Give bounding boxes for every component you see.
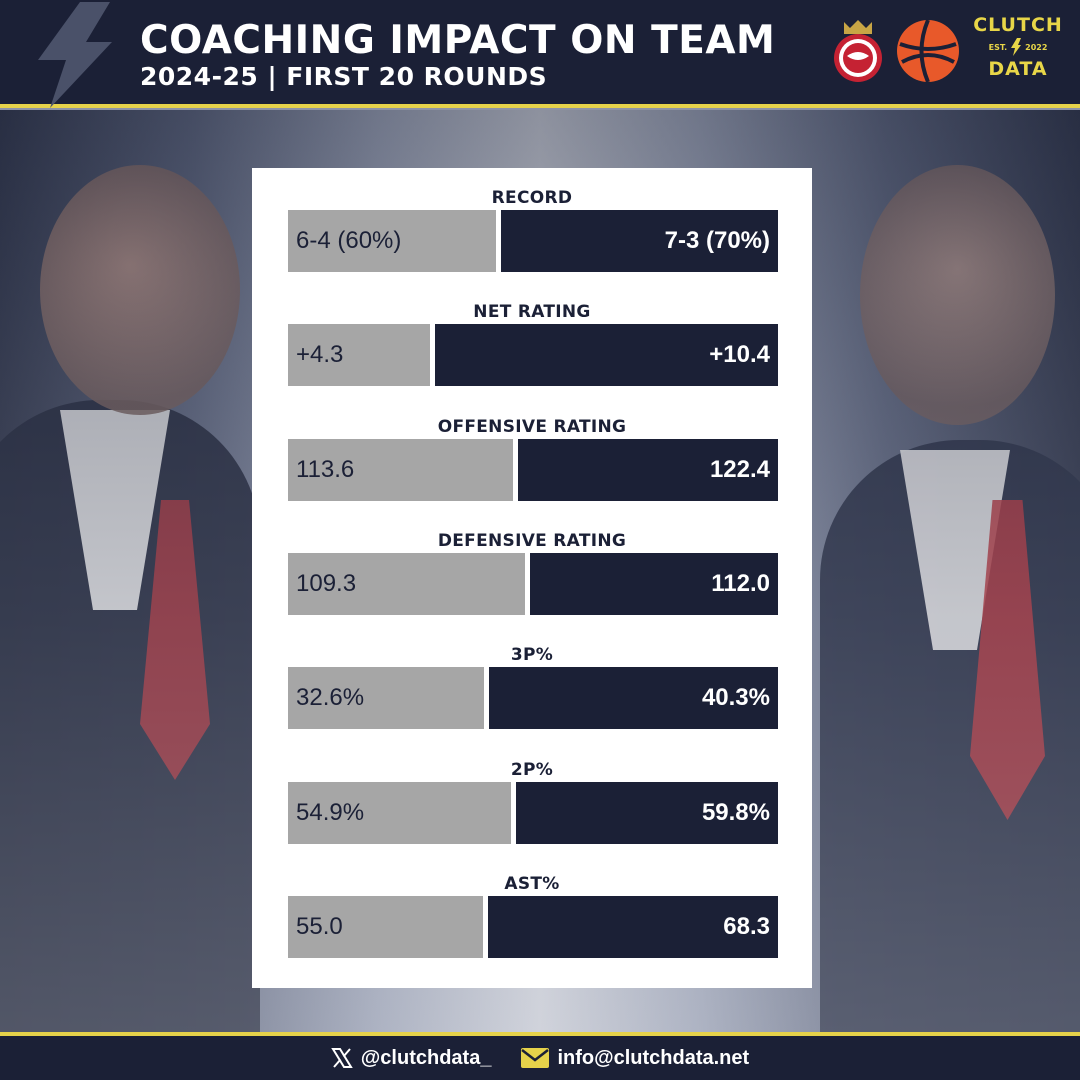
metric-label: NET RATING — [473, 302, 591, 323]
bar-left: +4.3 — [288, 324, 430, 387]
email-link[interactable]: info@clutchdata.net — [521, 1047, 749, 1070]
monaco-club-crest-icon — [834, 20, 882, 82]
bar-right: 7-3 (70%) — [501, 210, 778, 272]
x-logo-icon — [331, 1048, 353, 1068]
twitter-handle: @clutchdata_ — [360, 1046, 492, 1069]
footer-bar: @clutchdata_ info@clutchdata.net — [0, 1032, 1080, 1080]
coach-right-figure — [820, 110, 1080, 1032]
twitter-link[interactable]: @clutchdata_ — [331, 1046, 492, 1070]
bar-left: 6-4 (60%) — [288, 210, 496, 272]
brand-top-text: CLUTCH — [973, 14, 1063, 36]
page-title: COACHING IMPACT ON TEAM — [140, 18, 776, 63]
brand-year-text: 2022 — [1025, 42, 1048, 52]
metric-label: AST% — [504, 873, 560, 894]
coach-left-figure — [0, 110, 260, 1032]
email-address: info@clutchdata.net — [557, 1046, 750, 1069]
bar-right: 68.3 — [488, 895, 778, 958]
bar-left: 109.3 — [288, 552, 525, 615]
comparison-chart: RECORD 6-4 (60%) 7-3 (70%) NET RATING +4.3 +1… — [252, 168, 812, 988]
lightning-bolt-icon — [38, 2, 112, 108]
metric-label: RECORD — [491, 188, 573, 208]
metric-label: DEFENSIVE RATING — [437, 530, 627, 551]
metric-label: OFFENSIVE RATING — [437, 416, 627, 437]
metric-label: 3P% — [510, 645, 554, 666]
bar-left: 32.6% — [288, 667, 484, 730]
bar-right: 59.8% — [516, 781, 778, 844]
brand-bottom-text: DATA — [988, 58, 1048, 80]
bar-right: 122.4 — [518, 438, 778, 501]
clutch-data-logo: CLUTCH EST. 2022 DATA — [972, 14, 1064, 94]
bar-right: 112.0 — [530, 552, 778, 615]
bar-right: 40.3% — [489, 667, 778, 730]
header-banner: COACHING IMPACT ON TEAM 2024-25 | FIRST … — [0, 0, 1080, 108]
bar-left: 113.6 — [288, 438, 513, 501]
metric-label: 2P% — [510, 759, 554, 780]
brand-bolt-icon — [1011, 38, 1022, 56]
brand-est-text: EST. — [988, 42, 1008, 52]
envelope-icon — [521, 1048, 550, 1068]
bar-left: 54.9% — [288, 781, 511, 844]
bar-left: 55.0 — [288, 895, 483, 958]
bar-right: +10.4 — [435, 324, 778, 387]
page-subtitle: 2024-25 | FIRST 20 ROUNDS — [140, 62, 548, 91]
euroleague-ball-icon — [897, 19, 959, 83]
